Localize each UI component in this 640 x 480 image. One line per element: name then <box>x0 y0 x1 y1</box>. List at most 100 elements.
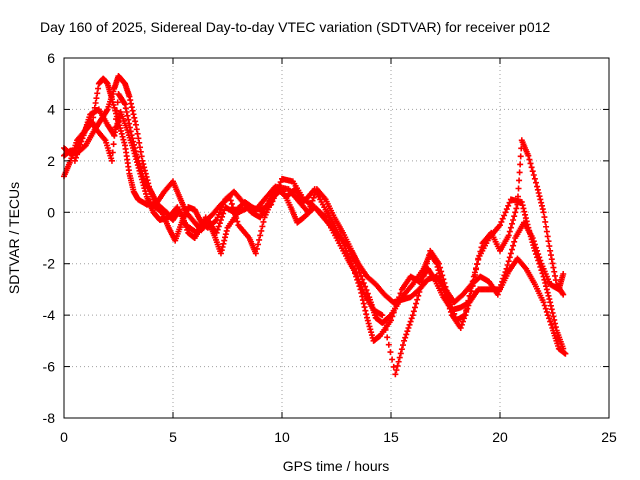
data-point <box>213 229 220 236</box>
data-point <box>396 354 403 361</box>
data-point <box>113 123 120 130</box>
data-point <box>560 291 567 298</box>
data-point <box>365 320 372 327</box>
data-point <box>502 269 509 276</box>
data-point <box>134 130 141 137</box>
y-tick-label: 4 <box>47 101 55 117</box>
data-point <box>542 280 549 286</box>
data-point <box>562 350 569 357</box>
data-point <box>465 297 472 304</box>
data-point <box>543 286 550 293</box>
data-point <box>113 107 120 114</box>
data-point <box>395 358 402 365</box>
data-point <box>534 247 541 254</box>
data-point <box>450 307 457 314</box>
data-point <box>137 148 144 155</box>
data-point <box>505 202 512 209</box>
x-tick-label: 20 <box>492 429 508 445</box>
data-point <box>133 126 140 133</box>
data-point <box>74 151 81 158</box>
chart-title: Day 160 of 2025, Sidereal Day-to-day VTE… <box>40 19 550 35</box>
y-axis-label: SDTVAR / TECUs <box>6 182 22 294</box>
data-point <box>544 312 551 319</box>
data-point <box>388 317 394 324</box>
data-point <box>531 175 538 182</box>
data-point <box>477 248 484 255</box>
data-point <box>497 222 503 229</box>
data-point <box>135 135 142 142</box>
data-point <box>360 280 367 286</box>
data-point <box>220 240 227 247</box>
data-point <box>547 302 554 309</box>
data-point <box>478 244 485 251</box>
data-point <box>122 105 129 112</box>
data-point <box>132 118 139 125</box>
data-point <box>137 144 144 151</box>
y-tick-label: -8 <box>43 410 56 426</box>
data-point <box>466 292 473 299</box>
data-point <box>510 242 517 249</box>
x-tick-label: 25 <box>601 429 617 445</box>
data-point <box>422 264 429 271</box>
x-tick-label: 10 <box>274 429 290 445</box>
data-point <box>363 311 370 318</box>
data-point <box>550 313 557 320</box>
data-point <box>451 310 458 317</box>
data-point <box>517 153 524 160</box>
data-point <box>500 275 507 282</box>
data-point <box>77 141 84 148</box>
data-point <box>543 283 550 290</box>
data-point <box>506 254 513 261</box>
data-point <box>560 271 567 277</box>
data-point <box>534 183 541 190</box>
ticks: 0 5 10 15 20 25 -8 -6 -4 -2 0 2 4 6 <box>43 50 617 445</box>
data-point <box>216 220 223 227</box>
data-point <box>535 251 542 258</box>
data-point <box>111 132 118 139</box>
data-point <box>505 258 512 265</box>
data-point <box>503 265 510 272</box>
data-point <box>134 159 141 166</box>
data-point <box>425 256 432 263</box>
data-point <box>529 235 536 241</box>
data-point <box>546 243 553 250</box>
data-point <box>552 272 559 279</box>
data-point <box>535 190 542 196</box>
data-point <box>72 154 79 161</box>
data-point <box>458 321 465 328</box>
data-point <box>226 193 233 200</box>
data-point <box>547 252 554 259</box>
data-point <box>393 367 400 374</box>
data-point <box>435 260 442 267</box>
data-point <box>116 114 123 121</box>
data-point <box>474 261 481 268</box>
data-point <box>117 127 124 134</box>
data-point <box>537 196 544 203</box>
data-point <box>494 291 501 298</box>
data-point <box>93 95 100 102</box>
series-track-2 <box>61 73 569 357</box>
data-point <box>257 232 264 239</box>
data-point <box>233 215 240 222</box>
data-point <box>543 223 550 230</box>
data-point <box>503 206 510 213</box>
data-point <box>135 164 142 171</box>
data-point <box>219 213 226 220</box>
data-point <box>310 194 317 201</box>
data-point <box>546 315 553 322</box>
data-point <box>543 308 550 315</box>
data-point <box>548 321 555 328</box>
data-point <box>308 200 315 207</box>
data-point <box>394 362 401 369</box>
data-point <box>130 111 137 118</box>
data-point <box>406 321 413 328</box>
data-point <box>309 197 316 204</box>
data-point <box>95 85 102 92</box>
data-point <box>220 210 227 217</box>
data-point <box>217 250 224 257</box>
x-tick-label: 15 <box>383 429 399 445</box>
data-point <box>397 350 404 357</box>
data-point <box>548 256 555 263</box>
data-point <box>362 307 369 314</box>
data-point <box>124 112 131 119</box>
